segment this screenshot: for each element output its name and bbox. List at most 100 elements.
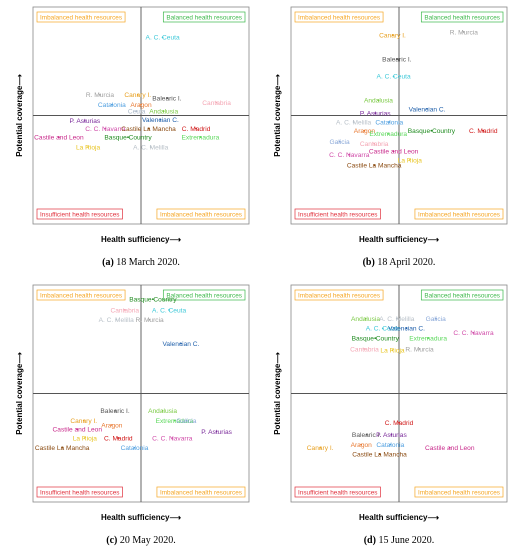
point-label: Balearic I. — [382, 56, 411, 63]
data-point — [391, 34, 394, 37]
data-point — [395, 58, 398, 60]
chart-panel-d: Imbalanced health resources Balanced heal… — [258, 278, 515, 550]
panel-caption: (d) 15 June 2020. — [364, 535, 435, 546]
data-point — [427, 337, 430, 340]
point-label: Balearic I. — [100, 408, 129, 415]
data-point — [148, 318, 151, 321]
quadrant-box-top-right — [420, 11, 504, 23]
point-label: Castile and Leon — [369, 149, 419, 156]
data-point — [173, 419, 176, 422]
data-point — [360, 443, 363, 446]
data-point — [83, 120, 86, 122]
data-point — [82, 419, 85, 422]
point-label: Extremadura — [182, 135, 220, 142]
data-point — [180, 342, 182, 345]
point-label: A. C. Ceuta — [377, 74, 411, 81]
point-label: Galicia — [330, 139, 350, 146]
point-label: La Rioja — [380, 347, 405, 354]
point-label: P. Asturias — [360, 111, 391, 118]
point-label: P. Asturias — [201, 429, 232, 436]
data-point — [373, 164, 376, 167]
chart-panel-a: Imbalanced health resources Balanced heal… — [0, 0, 257, 272]
quadrant-box-bottom-left — [36, 208, 123, 220]
point-label: C. C. Navarra — [329, 152, 370, 159]
quadrant-box-bottom-right — [414, 486, 504, 498]
data-point — [374, 337, 377, 340]
data-point — [482, 129, 485, 132]
data-point — [127, 136, 129, 139]
data-point — [418, 348, 421, 350]
y-axis-title: Potential coverage⟶ — [15, 74, 24, 157]
data-point — [99, 93, 101, 96]
chart-panel-b: Imbalanced health resources Balanced heal… — [258, 0, 515, 272]
quadrant-label-bottom-left: Insufficient health resources — [40, 490, 119, 497]
point-label: A. C. Ceuta — [146, 35, 180, 42]
quadrant-label-bottom-left: Insufficient health resources — [40, 212, 119, 219]
data-point — [377, 99, 380, 102]
quadrant-label-bottom-right: Imbalanced health resources — [160, 212, 242, 219]
point-label: Aragon — [351, 442, 373, 449]
point-label: Cantabria — [111, 307, 140, 314]
point-label: Castile and Leon — [53, 427, 103, 434]
data-point — [363, 129, 366, 132]
quadrant-label-top-left: Imbalanced health resources — [298, 293, 380, 300]
data-point — [338, 140, 341, 143]
point-label: Castile La Mancha — [352, 452, 407, 459]
data-point — [76, 428, 79, 431]
data-point — [408, 159, 411, 161]
data-point — [147, 127, 150, 130]
panel-letter: (a) — [102, 257, 114, 268]
point-label: C. Madrid — [104, 435, 133, 442]
point-label: Aragon — [101, 422, 123, 429]
point-label: Catalonia — [375, 119, 403, 126]
point-label: C. C. Navarra — [152, 435, 193, 442]
point-label: Valencian C. — [142, 117, 179, 124]
point-label: Balearic I. — [352, 432, 381, 439]
data-point — [114, 409, 116, 412]
data-point — [162, 110, 165, 113]
data-point — [405, 327, 408, 330]
quadrant-label-bottom-right: Imbalanced health resources — [418, 490, 500, 497]
quadrant-box-top-right — [162, 11, 246, 23]
quadrant-box-bottom-left — [36, 486, 123, 498]
data-point — [472, 331, 475, 334]
data-point — [171, 437, 174, 439]
point-label: C. Madrid — [182, 126, 211, 133]
chart-svg: Imbalanced health resources Balanced heal… — [273, 6, 508, 268]
chart-svg: Imbalanced health resources Balanced heal… — [15, 6, 250, 268]
quadrant-label-top-right: Balanced health resources — [166, 293, 242, 300]
point-label: A. C. Ceuta — [152, 307, 186, 314]
x-axis-title: Health sufficiency⟶ — [101, 513, 181, 522]
data-point — [364, 317, 367, 320]
panel-letter: (d) — [364, 535, 376, 546]
data-point — [149, 146, 152, 148]
point-label: Basque Country — [352, 335, 400, 342]
point-label: Castile La Mancha — [347, 163, 402, 170]
data-point — [87, 146, 89, 148]
point-label: R. Murcia — [405, 346, 434, 353]
data-point — [398, 421, 400, 424]
point-label: A. C. Melilla — [99, 317, 135, 324]
point-label: R. Murcia — [86, 92, 115, 99]
quadrant-label-top-left: Imbalanced health resources — [40, 15, 122, 22]
point-label: Catalonia — [98, 102, 126, 109]
data-point — [140, 103, 142, 106]
point-label: La Rioja — [76, 144, 101, 151]
chart-panel-c: Imbalanced health resources Balanced heal… — [0, 278, 257, 550]
point-label: Canary I. — [307, 445, 334, 452]
point-label: Basque Country — [129, 296, 177, 303]
quadrant-label-top-right: Balanced health resources — [424, 293, 500, 300]
y-axis-title: Potential coverage⟶ — [15, 352, 24, 435]
quadrant-box-top-left — [36, 11, 126, 23]
quadrant-label-top-right: Balanced health resources — [166, 15, 242, 22]
panel-date: 20 May 2020. — [117, 535, 175, 546]
data-point — [381, 327, 384, 330]
data-point — [115, 318, 118, 321]
chart-svg: Imbalanced health resources Balanced heal… — [273, 284, 508, 546]
data-point — [199, 136, 202, 139]
point-label: Catalonia — [121, 445, 149, 452]
point-label: A. C. Ceuta — [366, 326, 400, 333]
point-label: Galicia — [176, 418, 196, 425]
data-point — [392, 150, 395, 153]
data-point — [448, 446, 451, 449]
